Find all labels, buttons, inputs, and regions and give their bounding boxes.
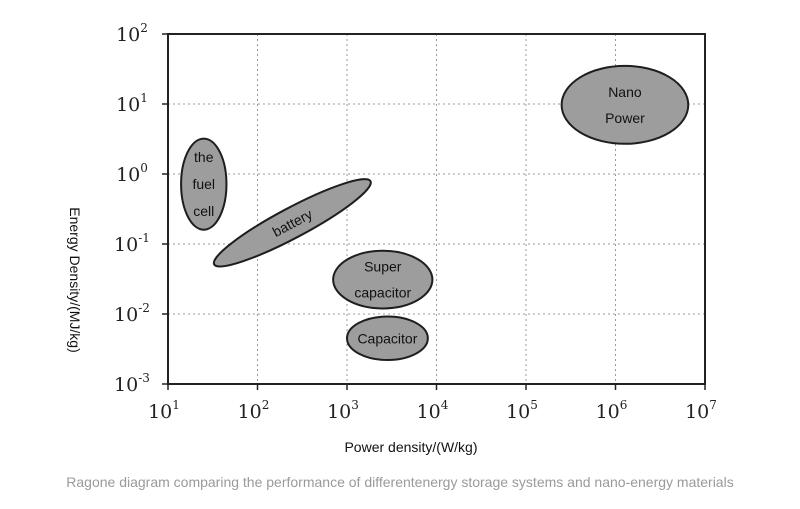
x-tick-exponent: 3 [351,398,359,412]
y-tick-label: 100 [116,161,148,186]
y-tick-exponent: -2 [138,301,150,315]
y-tick-exponent: -1 [138,231,150,245]
x-tick-label: 103 [327,398,359,423]
region-ellipse [180,137,228,231]
x-tick-label: 104 [417,398,449,423]
grid-lines [168,34,705,384]
region-ellipse [212,178,372,268]
y-tick-exponent: 2 [140,21,148,35]
x-tick-label: 105 [506,398,538,423]
x-axis-title: Power density/(W/kg) [344,439,477,455]
region-label: Super capacitor [354,259,411,301]
x-tick-exponent: 6 [620,398,628,412]
region-label-line: capacitor [354,285,411,301]
region-label-line: fuel [192,176,215,192]
y-tick-label: 102 [116,21,148,46]
region-label-line: Power [605,110,645,126]
y-tick-label: 10-2 [114,301,150,326]
y-tick-exponent: 1 [140,91,148,105]
region-label-line: Nano [608,84,642,100]
x-tick-label: 101 [148,398,180,423]
x-tick-exponent: 1 [172,398,180,412]
x-tick-exponent: 4 [441,398,449,412]
figure-caption: Ragone diagram comparing the performance… [66,474,734,490]
x-tick-label: 106 [596,398,628,423]
region-the-fuel-cell: the fuel cell [180,137,228,231]
y-tick-label: 101 [116,91,148,116]
region-ellipse [560,64,690,145]
axis-ticks: 101 102 103 104 105 106 10710-310-210-11001011… [114,21,717,423]
region-label: Capacitor [357,330,417,346]
region-nano-power: Nano Power [560,64,690,145]
region-ellipse [346,315,429,362]
y-tick-label: 10-3 [114,371,150,396]
y-tick-exponent: -3 [138,371,150,385]
x-tick-exponent: 5 [530,398,538,412]
region-super-capacitor: Super capacitor [332,249,434,310]
region-capacitor: Capacitor [346,315,429,362]
region-label: Nano Power [605,84,645,126]
x-tick-exponent: 7 [709,398,717,412]
x-tick-label: 107 [685,398,717,423]
x-tick-label: 102 [238,398,270,423]
region-label-line: cell [193,203,214,219]
region-ellipse [332,249,434,310]
region-label-line: Super [364,259,402,275]
y-tick-exponent: 0 [140,161,148,175]
y-tick-label: 10-1 [114,231,150,256]
region-label: the fuel cell [192,149,215,219]
region-label-line: the [194,149,214,165]
y-axis-title: Energy Density/(MJ/kg) [67,207,83,352]
region-label-line: Capacitor [357,330,417,346]
x-tick-exponent: 2 [262,398,270,412]
region-battery: battery [212,178,372,268]
